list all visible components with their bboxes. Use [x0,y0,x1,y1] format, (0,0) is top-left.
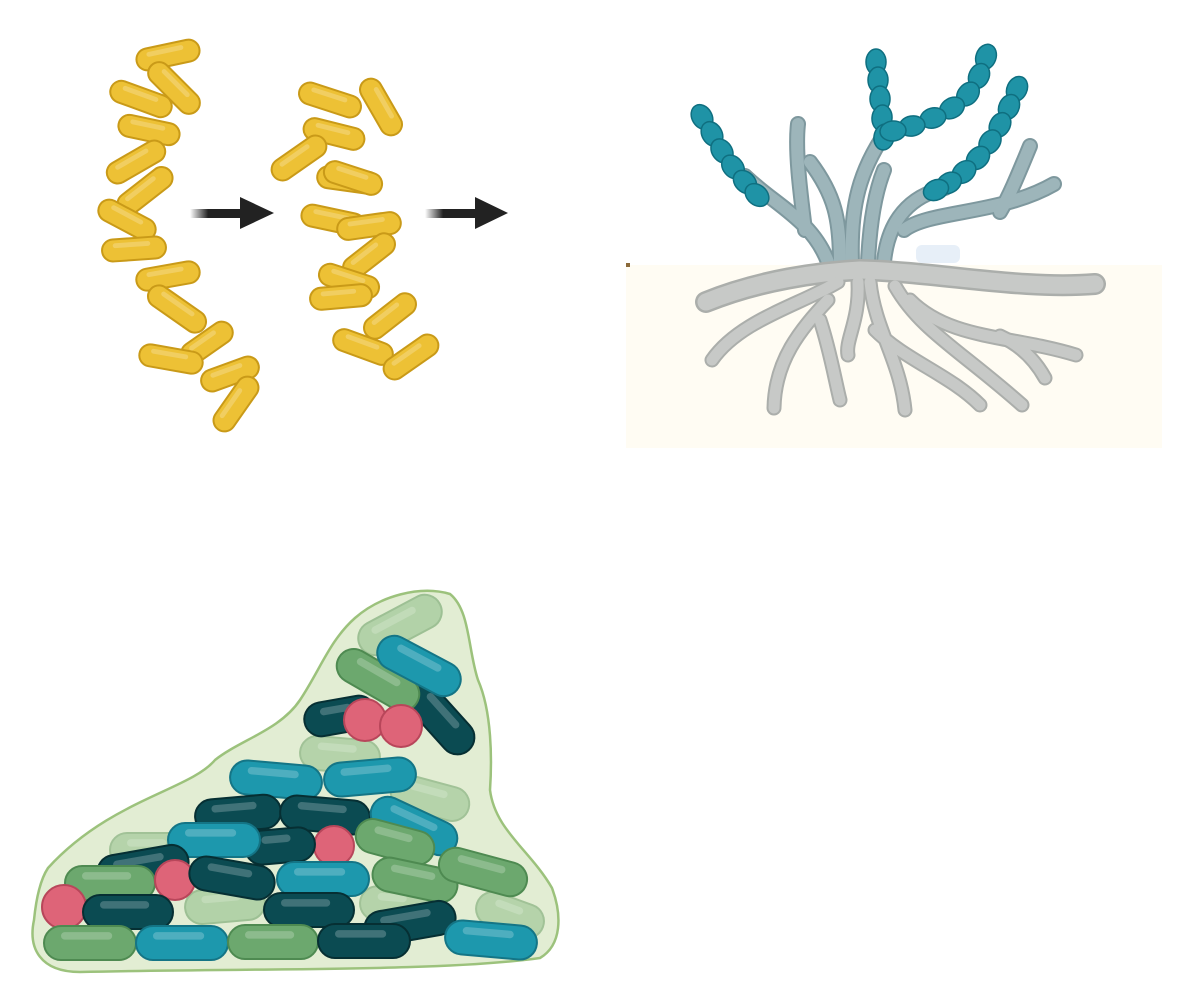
bacteria-rod-icon [200,355,260,393]
bacteria-rod-icon [270,134,328,182]
bacteria-rod-icon [188,855,276,901]
bacteria-rod-icon [354,818,436,866]
bacteria-rod-icon [437,846,529,898]
bacteria-rod-icon [82,894,174,930]
bacteria-rod-icon [276,861,370,897]
bacteria-rod-icon [369,795,459,857]
soil-marker [626,263,630,267]
bacteria-rod-icon [323,756,417,798]
bacteria-rod-icon [263,892,355,928]
bacteria-rod-icon [138,343,204,375]
rod-bacteria-panel [97,38,508,433]
bacteria-rod-icon [167,822,261,858]
bacteria-rod-icon [371,856,459,904]
bacteria-rod-icon [357,593,443,657]
bacteria-rod-icon [101,235,167,263]
bacteria-rod-icon [97,198,157,242]
bacteria-rod-icon [322,160,384,196]
bacteria-rod-icon [116,166,174,216]
bacteria-rod-icon [444,919,538,961]
bacteria-rod-icon [229,759,323,801]
spore-chain-icon [690,43,1029,208]
bacteria-rod-icon [117,113,181,147]
bacteria-rod-icon [382,333,440,381]
bacteria-rod-icon [298,81,362,119]
bacteria-rod-icon [43,925,137,961]
bacteria-rod-icon [309,283,373,311]
arrow-right-icon [425,197,508,229]
coccus-icon [313,825,355,867]
coccus-icon [41,884,87,930]
biofilm-panel [31,589,560,974]
bacteria-cluster-right [270,77,440,381]
bacteria-cluster-left [97,38,260,433]
substrate-mycelium-icon [695,259,1106,418]
coccus-icon [154,859,196,901]
bacteria-rod-icon [302,117,366,151]
mycelium-panel [626,43,1162,448]
bacteria-rod-icon [376,634,462,698]
coccus-icon [379,704,423,748]
biofilm-cells [41,593,545,961]
bacteria-rod-icon [135,38,201,72]
spore-chain-icon [690,103,770,208]
bacteria-rod-icon [135,260,201,292]
bacteria-rod-icon [317,923,411,959]
bacteria-rod-icon [105,139,167,185]
bacteria-rod-icon [135,925,229,961]
bacteria-rod-icon [146,284,208,334]
bacteria-rod-icon [359,77,403,137]
highlight-patch [916,245,960,263]
bacteria-rod-icon [109,79,173,119]
spore-chain-icon [879,43,998,142]
aerial-hyphae-icon [737,116,1062,270]
arrow-right-icon [190,197,274,229]
bacteria-rod-icon [244,826,316,866]
bacteria-rod-icon [212,375,260,433]
coccus-icon [343,698,387,742]
bacteria-rod-icon [227,924,319,960]
spore-chain-icon [922,75,1029,202]
bacteria-rod-icon [363,292,417,340]
